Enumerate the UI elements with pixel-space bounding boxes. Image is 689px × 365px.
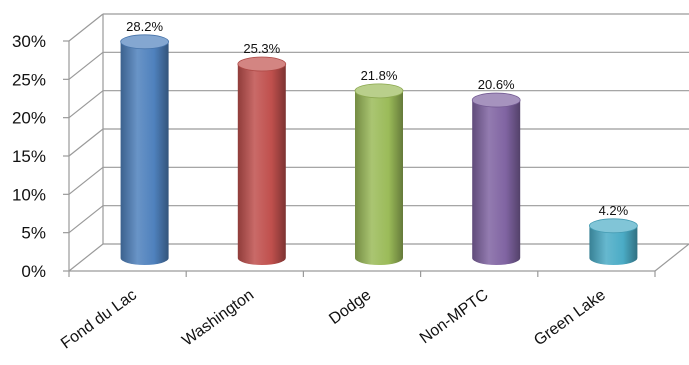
data-label: 25.3%	[243, 41, 280, 56]
side-gridline	[68, 243, 104, 272]
bar-body	[355, 90, 403, 265]
category-label: Fond du Lac	[58, 286, 140, 352]
data-label: 20.6%	[478, 77, 515, 92]
bar-top	[120, 34, 170, 50]
side-gridline	[68, 166, 104, 195]
y-tick-label: 30%	[12, 32, 46, 51]
floor-right-edge	[654, 243, 689, 272]
y-tick-label: 25%	[12, 70, 46, 89]
category-label: Dodge	[326, 286, 374, 328]
bar-body	[120, 41, 169, 265]
bars	[120, 34, 638, 265]
side-gridline	[68, 205, 104, 234]
category-label: Washington	[179, 286, 257, 349]
bar-body	[472, 100, 521, 265]
data-labels: 28.2% 25.3% 21.8% 20.6% 4.2%	[126, 19, 628, 218]
y-tick-label: 20%	[12, 109, 46, 128]
y-tick-label: 10%	[12, 185, 46, 204]
bar	[589, 218, 638, 265]
category-label: Non-MPTC	[417, 286, 492, 347]
data-label: 21.8%	[361, 68, 398, 83]
y-tick-label: 0%	[21, 262, 46, 281]
side-gridline	[68, 51, 104, 80]
y-tick-label: 5%	[21, 224, 46, 243]
bar-top	[354, 83, 404, 99]
bar-top	[237, 56, 287, 72]
x-axis-labels: Fond du Lac Washington Dodge Non-MPTC Green …	[58, 286, 609, 352]
y-axis-ticks: 0% 5% 10% 15% 20% 25% 30%	[12, 32, 656, 281]
side-gridline	[68, 90, 104, 119]
bar	[120, 34, 170, 265]
y-tick-label: 15%	[12, 147, 46, 166]
side-gridline	[68, 13, 104, 42]
bar-top	[471, 92, 521, 108]
data-label: 4.2%	[599, 203, 629, 218]
bar	[354, 83, 404, 265]
bar-top	[589, 218, 638, 234]
bar-body	[589, 225, 638, 265]
bar	[237, 56, 287, 265]
data-label: 28.2%	[126, 19, 163, 34]
bar-body	[237, 64, 286, 265]
category-label: Green Lake	[531, 286, 609, 349]
side-gridline	[68, 128, 104, 157]
bar	[471, 92, 521, 265]
